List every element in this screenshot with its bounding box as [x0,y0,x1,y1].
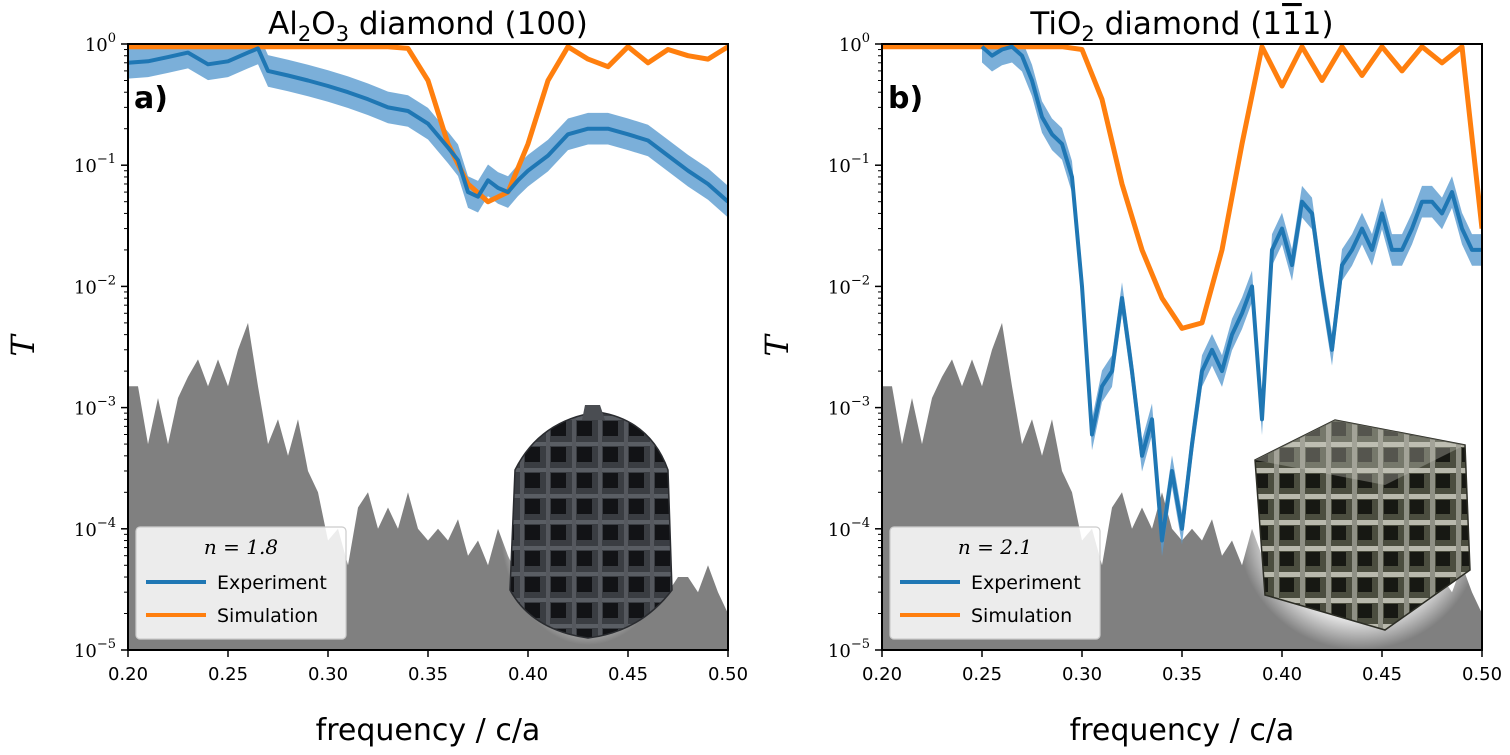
panel-b-x-tick-label: 0.50 [1462,664,1502,685]
panel-a-simulation-line [128,44,728,205]
panel-b-y-tick-label: 10−1 [828,152,870,177]
panel-b-x-tick-label: 0.40 [1262,664,1302,685]
panel-b-legend-simulation: Simulation [971,605,1072,627]
panel-a-y-tick-label: 10−1 [74,152,116,177]
panel-b-x-tick-label: 0.35 [1162,664,1202,685]
panel-b-y-tick-label: 100 [839,31,870,56]
panel-a-title: Al2O3 diamond (100) [268,6,588,46]
panel-b-sample-photo [1238,410,1482,650]
panel-a-y-tick-label: 10−5 [74,637,116,662]
panel-b-legend: n = 2.1 Experiment Simulation [889,526,1101,640]
panel-a-x-tick-label: 0.45 [608,664,648,685]
panel-b-simulation-line [882,44,1482,331]
panel-a-y-axis: 100 10−1 10−2 10−3 10−4 10−5 [74,31,128,662]
panel-b-x-tick-label: 0.25 [962,664,1002,685]
panel-b-experiment-line [980,44,1482,543]
panel-b-title: TiO2 diamond (111) [1029,6,1333,46]
panel-b-x-tick-label: 0.30 [1062,664,1102,685]
panel-b-y-tick-label: 10−2 [828,273,870,298]
panel-a-x-label: frequency / c/a [316,713,541,748]
panel-a-x-tick-label: 0.25 [208,664,248,685]
panel-a-legend-simulation: Simulation [217,605,318,627]
panel-a-label: a) [134,81,168,116]
panel-b-y-tick-label: 10−5 [828,637,870,662]
panel-a-legend-title: n = 1.8 [204,535,278,559]
panel-b-y-axis: 100 10−1 10−2 10−3 10−4 10−5 [828,31,882,662]
panel-a-y-tick-label: 100 [85,31,116,56]
panel-a-experiment-line [128,46,728,204]
panel-a-x-tick-label: 0.30 [308,664,348,685]
panel-a-x-tick-label: 0.35 [408,664,448,685]
panel-a-y-label: T [4,333,42,357]
panel-a-sample-photo [500,405,676,645]
panel-a-legend: n = 1.8 Experiment Simulation [135,526,347,640]
panel-b-legend-title: n = 2.1 [958,535,1032,559]
panel-b-legend-experiment: Experiment [971,572,1081,594]
panel-a-y-tick-label: 10−2 [74,273,116,298]
panel-a-experiment-uncertainty-band [128,44,728,218]
panel-a-legend-experiment: Experiment [217,572,327,594]
panel-b-x-label: frequency / c/a [1070,713,1295,748]
panel-a-x-tick-label: 0.40 [508,664,548,685]
panel-b-x-axis: 0.20 0.25 0.30 0.35 0.40 0.45 0.50 [862,650,1502,685]
panel-b-y-tick-label: 10−3 [828,395,870,420]
panel-b-x-tick-label: 0.45 [1362,664,1402,685]
panel-b-label: b) [888,81,923,116]
panel-a-y-tick-label: 10−3 [74,395,116,420]
panel-b: TiO2 diamond (111) 0.20 0.25 0.30 0.35 0.40 0… [758,6,1502,748]
panel-b-y-label: T [758,333,796,357]
panel-a-y-tick-label: 10−4 [74,516,116,541]
panel-a: Al2O3 diamond (100) 0.20 0.25 0.30 0.35 0.40… [4,6,748,748]
panel-a-x-tick-label: 0.20 [108,664,148,685]
panel-a-x-axis: 0.20 0.25 0.30 0.35 0.40 0.45 0.50 [108,650,748,685]
panel-a-x-tick-label: 0.50 [708,664,748,685]
panel-b-y-tick-label: 10−4 [828,516,870,541]
panel-b-x-tick-label: 0.20 [862,664,902,685]
